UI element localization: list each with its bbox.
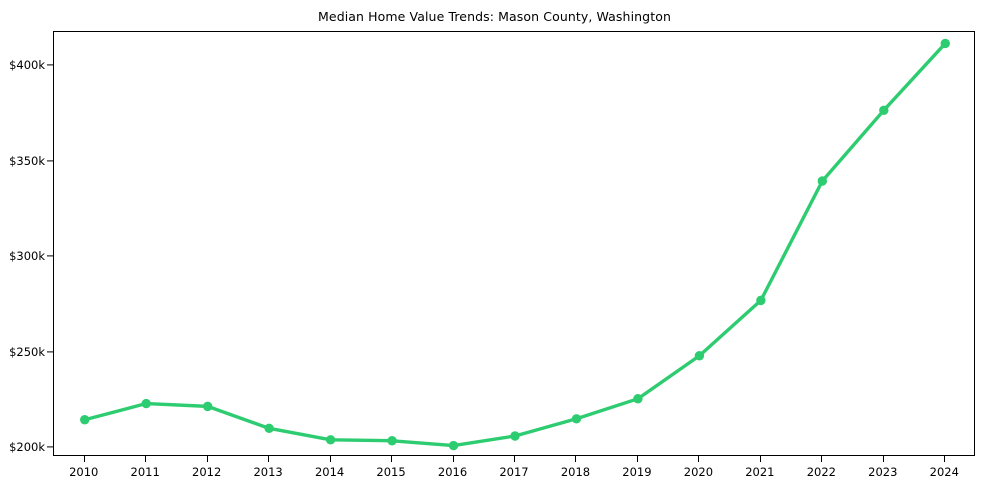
data-point — [264, 423, 274, 434]
x-tick-mark — [636, 456, 638, 462]
x-tick-label: 2023 — [868, 465, 898, 479]
x-tick-mark — [329, 456, 331, 462]
x-tick-label: 2011 — [130, 465, 160, 479]
y-tick-mark — [47, 160, 53, 162]
x-tick-mark — [145, 456, 147, 462]
data-point — [202, 401, 213, 412]
x-tick-mark — [882, 456, 884, 462]
x-tick-label: 2024 — [929, 465, 959, 479]
data-point — [879, 105, 889, 116]
y-tick-label: $350k — [9, 153, 45, 168]
series-markers — [80, 38, 950, 451]
x-tick-mark — [391, 456, 393, 462]
x-tick-mark — [698, 456, 700, 462]
x-tick-mark — [83, 456, 85, 462]
data-point — [633, 394, 643, 404]
x-tick-label: 2019 — [622, 465, 652, 479]
data-point — [448, 440, 459, 451]
data-point — [940, 38, 950, 49]
x-tick-label: 2018 — [560, 465, 591, 479]
y-tick-mark — [47, 255, 53, 257]
x-tick-label: 2020 — [683, 465, 714, 479]
data-point — [817, 176, 828, 186]
data-point — [571, 414, 582, 424]
x-tick-label: 2021 — [745, 465, 775, 479]
y-tick-label: $250k — [9, 344, 45, 359]
x-tick-mark — [944, 456, 946, 462]
x-tick-label: 2016 — [437, 465, 468, 479]
y-tick-label: $300k — [9, 249, 45, 264]
x-tick-mark — [575, 456, 577, 462]
data-point — [387, 436, 397, 446]
y-tick-label: $200k — [9, 440, 45, 455]
data-point — [141, 398, 151, 409]
data-point — [325, 435, 336, 445]
x-tick-mark — [452, 456, 454, 462]
y-tick-mark — [47, 64, 53, 66]
plot-area — [53, 31, 975, 456]
y-tick-label: $400k — [9, 58, 45, 73]
data-point — [756, 295, 766, 306]
y-tick-mark — [47, 351, 53, 353]
chart-title: Median Home Value Trends: Mason County, … — [318, 9, 671, 24]
x-tick-mark — [821, 456, 823, 462]
x-tick-label: 2010 — [69, 465, 99, 479]
data-point — [694, 351, 705, 361]
y-tick-mark — [47, 446, 53, 448]
data-point — [510, 431, 520, 441]
x-tick-mark — [268, 456, 270, 462]
x-tick-label: 2012 — [192, 465, 222, 479]
data-point — [80, 415, 90, 425]
series-line — [83, 41, 947, 448]
x-tick-mark — [206, 456, 208, 462]
home-value-line-series — [80, 38, 950, 451]
x-tick-label: 2015 — [376, 465, 406, 479]
x-tick-mark — [514, 456, 515, 462]
x-tick-label: 2017 — [499, 465, 529, 479]
x-tick-label: 2013 — [253, 465, 283, 479]
x-tick-label: 2022 — [806, 465, 836, 479]
x-tick-label: 2014 — [314, 465, 345, 479]
x-tick-mark — [759, 456, 761, 462]
